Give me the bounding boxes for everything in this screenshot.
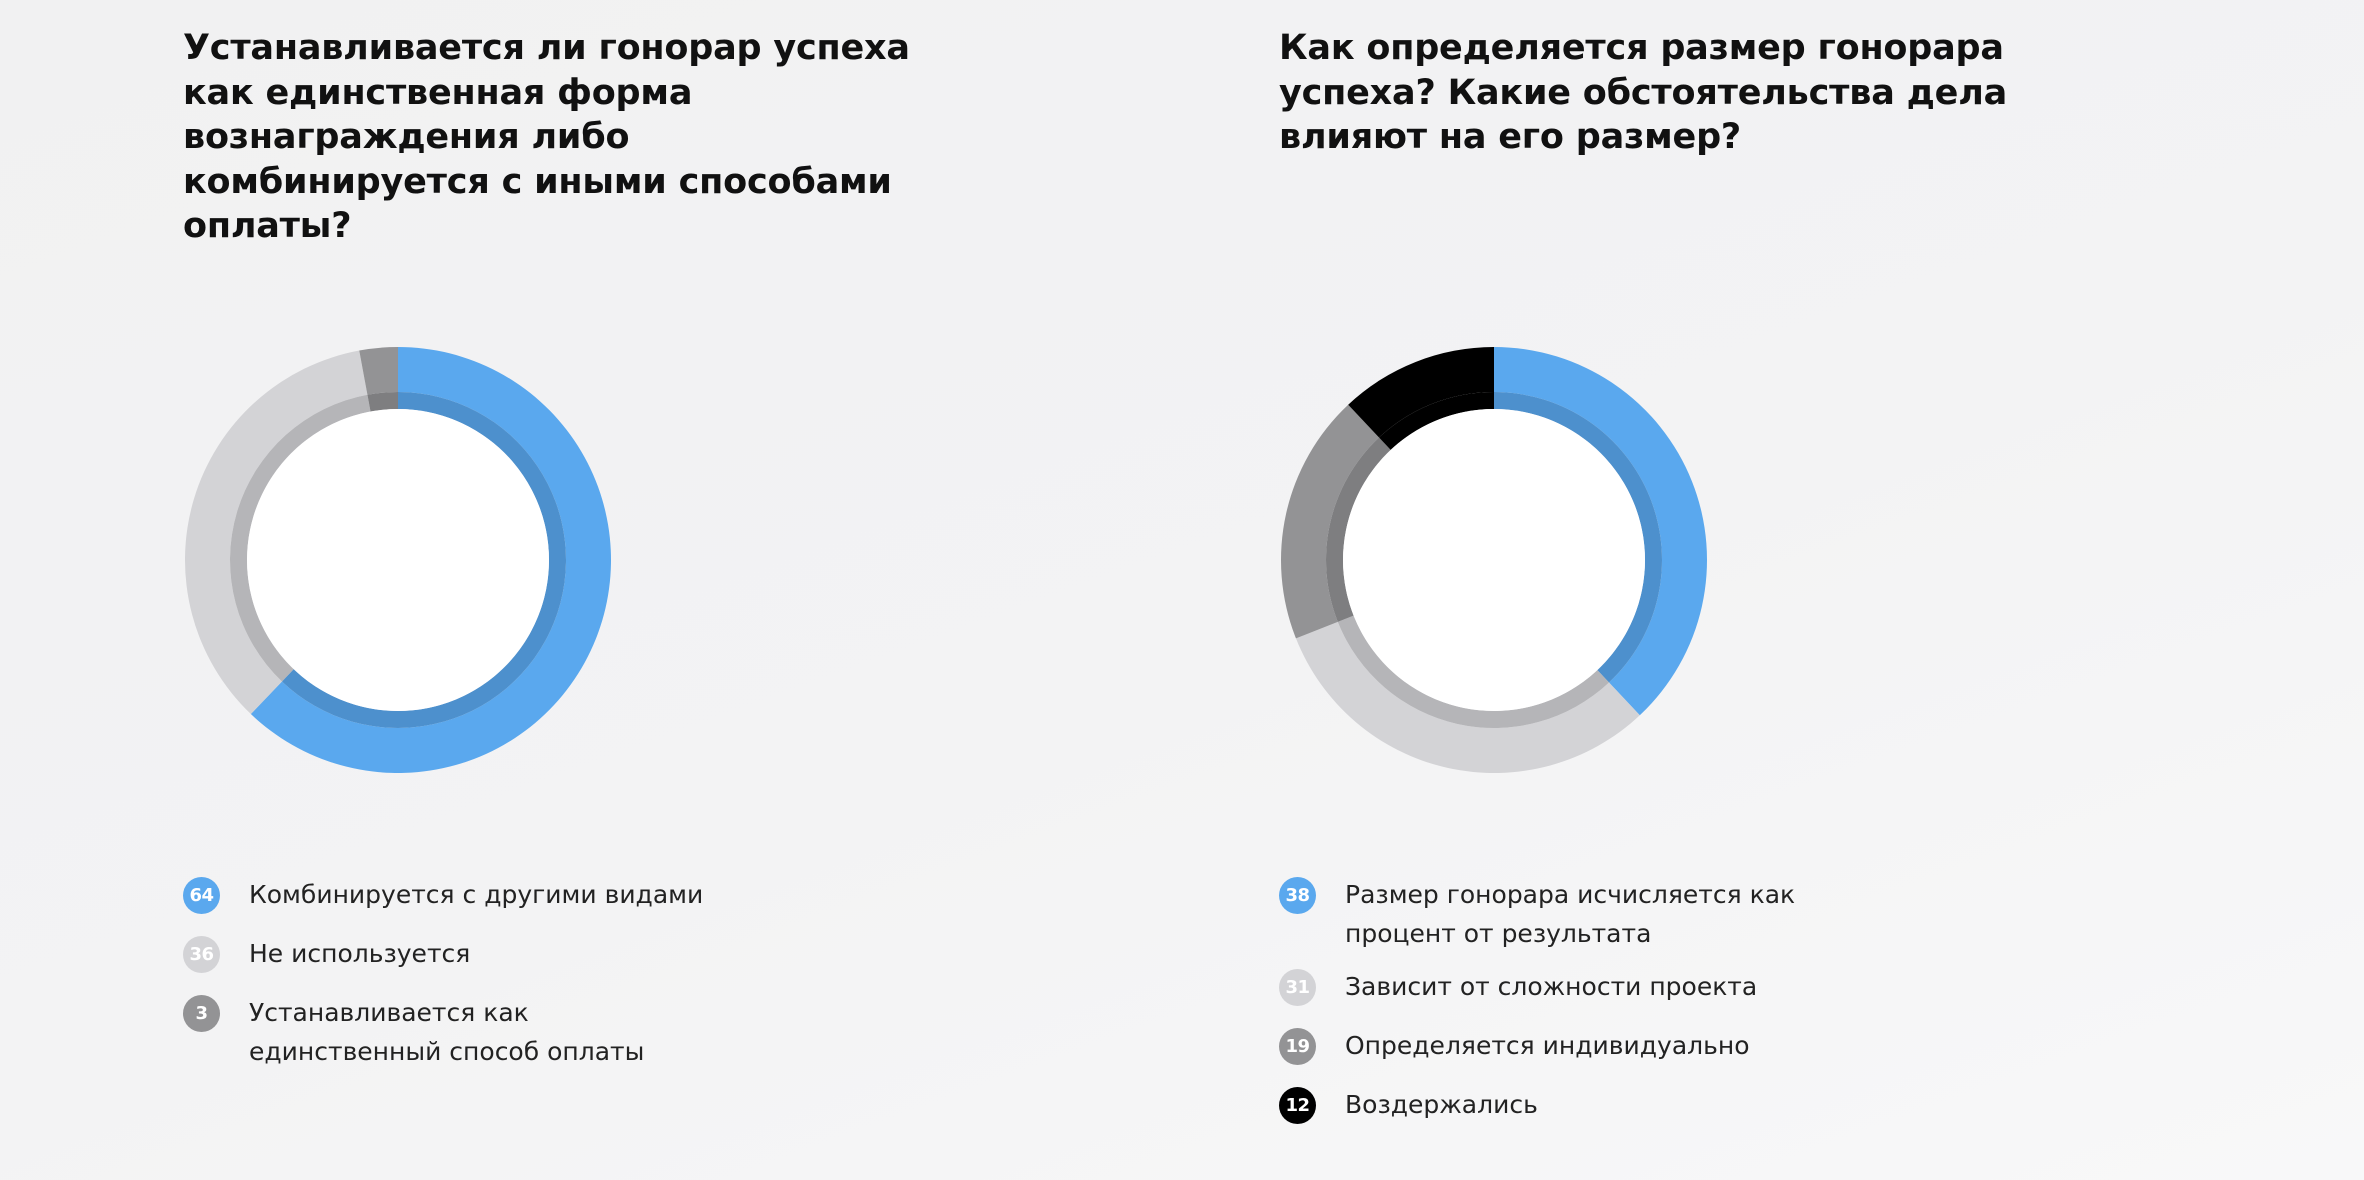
donut-hole: [1343, 409, 1645, 711]
legend-value-badge: 19: [1279, 1028, 1316, 1065]
donut-slice-inner-band-1: [281, 392, 567, 728]
legend-label: Устанавливается как единственный способ …: [249, 998, 645, 1066]
legend-value-badge: 31: [1279, 969, 1316, 1006]
chart-panel-fee-size: Как определяется размер гонорара успеха?…: [1279, 0, 2039, 1180]
donut-chart: [184, 347, 611, 773]
donut-slice-inner-band-3: [367, 392, 398, 412]
donut-slice-3: [1281, 404, 1379, 639]
legend-label: Определяется индивидуально: [1345, 1031, 1750, 1060]
legend-label: Зависит от сложности проекта: [1345, 972, 1758, 1001]
donut-slice-inner-band-2: [230, 394, 371, 682]
chart-panel-combination: Устанавливается ли гонорар успеха как ед…: [183, 0, 943, 1180]
donut-slice-2: [1295, 621, 1640, 773]
legend-label: Воздержались: [1345, 1090, 1538, 1119]
chart-title: Как определяется размер гонорара успеха?…: [1279, 28, 2008, 157]
donut-slice-inner-band-2: [1337, 615, 1610, 728]
legend-label: Не используется: [249, 939, 471, 968]
legend-value-badge: 12: [1279, 1087, 1316, 1124]
donut-hole: [247, 409, 549, 711]
donut-slice-inner-band-4: [1378, 392, 1494, 450]
legend-value-badge: 36: [183, 936, 220, 973]
legend-label: Комбинируется с другими видами: [249, 880, 704, 909]
legend-label: Размер гонорара исчисляется как процент …: [1345, 880, 1796, 948]
legend-value-badge: 38: [1279, 877, 1316, 914]
donut-slice-inner-band-1: [1494, 392, 1662, 683]
donut-slice-3: [359, 347, 398, 395]
donut-slice-1: [250, 347, 611, 773]
donut-slice-inner-band-3: [1326, 437, 1391, 622]
donut-slice-2: [184, 350, 368, 715]
donut-slice-4: [1348, 347, 1494, 438]
legend-value-badge: 3: [183, 995, 220, 1032]
legend-value-badge: 64: [183, 877, 220, 914]
donut-slice-1: [1494, 347, 1707, 716]
chart-title: Устанавливается ли гонорар успеха как ед…: [183, 28, 910, 246]
donut-chart: [1281, 347, 1707, 773]
